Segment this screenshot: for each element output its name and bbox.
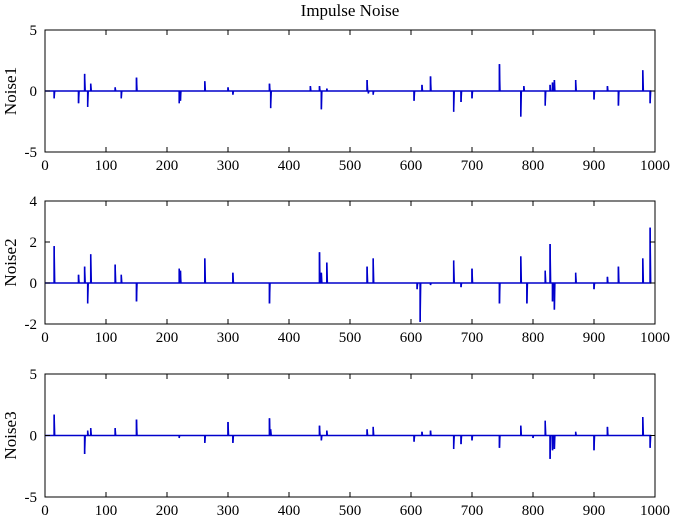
x-tick-label: 500 <box>339 158 362 174</box>
x-tick-label: 600 <box>400 158 423 174</box>
y-tick-label: 0 <box>30 429 38 445</box>
x-tick-label: 800 <box>522 330 545 346</box>
y-axis-label: Noise2 <box>1 238 20 286</box>
x-tick-label: 700 <box>461 330 484 346</box>
plot-frame <box>44 200 656 325</box>
x-tick-label: 200 <box>156 330 179 346</box>
x-tick-label: 800 <box>522 503 545 519</box>
x-tick-label: 1000 <box>640 330 670 346</box>
x-tick-label: 300 <box>217 503 240 519</box>
y-tick-label: -5 <box>25 490 38 506</box>
x-tick-label: 600 <box>400 330 423 346</box>
x-tick-label: 500 <box>339 503 362 519</box>
x-tick-label: 800 <box>522 158 545 174</box>
x-tick-label: 500 <box>339 330 362 346</box>
x-tick-label: 400 <box>278 503 301 519</box>
x-tick-label: 300 <box>217 330 240 346</box>
y-tick-label: -2 <box>25 317 38 333</box>
y-tick-label: 0 <box>30 276 38 292</box>
y-tick-label: 4 <box>30 194 38 210</box>
x-tick-label: 200 <box>156 503 179 519</box>
chart-title: Impulse Noise <box>301 1 400 20</box>
x-tick-label: 0 <box>41 158 49 174</box>
x-tick-label: 200 <box>156 158 179 174</box>
y-axis-label: Noise3 <box>1 411 20 459</box>
x-tick-label: 900 <box>583 158 606 174</box>
x-tick-label: 700 <box>461 503 484 519</box>
x-tick-label: 1000 <box>640 158 670 174</box>
x-tick-label: 400 <box>278 158 301 174</box>
x-tick-label: 700 <box>461 158 484 174</box>
subplot-3: 0 100 200 300 400 500 600 700 800 900 1000-505Nois… <box>1 367 670 519</box>
y-tick-label: 2 <box>30 235 38 251</box>
x-tick-label: 1000 <box>640 503 670 519</box>
x-tick-label: 0 <box>41 503 49 519</box>
x-tick-label: 100 <box>95 330 118 346</box>
x-tick-label: 900 <box>583 503 606 519</box>
y-tick-label: 0 <box>30 84 38 100</box>
y-tick-label: -5 <box>25 145 38 161</box>
x-tick-label: 400 <box>278 330 301 346</box>
x-tick-label: 300 <box>217 158 240 174</box>
x-tick-label: 0 <box>41 330 49 346</box>
y-axis-label: Noise1 <box>1 67 20 115</box>
x-tick-label: 900 <box>583 330 606 346</box>
subplot-1: 0 100 200 300 400 500 600 700 800 900 1000-505Nois… <box>1 1 670 174</box>
x-tick-label: 100 <box>95 158 118 174</box>
subplot-2: 0 100 200 300 400 500 600 700 800 900 1000-2024Noi… <box>1 194 670 346</box>
x-tick-label: 600 <box>400 503 423 519</box>
y-tick-label: 5 <box>30 367 38 383</box>
x-tick-label: 100 <box>95 503 118 519</box>
y-tick-label: 5 <box>30 23 38 39</box>
